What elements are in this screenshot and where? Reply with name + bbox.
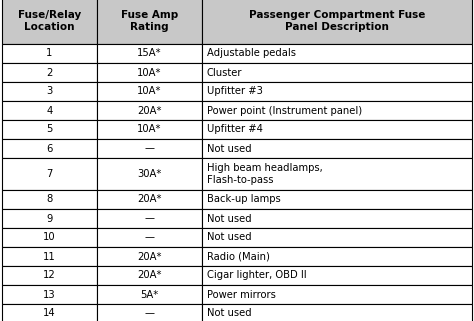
Bar bbox=[97, 228, 202, 247]
Bar bbox=[202, 139, 472, 158]
Bar bbox=[202, 0, 472, 44]
Bar bbox=[97, 304, 202, 321]
Text: Upfitter #4: Upfitter #4 bbox=[207, 125, 263, 134]
Bar bbox=[97, 101, 202, 120]
Bar bbox=[2, 82, 97, 101]
Bar bbox=[2, 190, 97, 209]
Text: Power mirrors: Power mirrors bbox=[207, 290, 276, 299]
Text: 10A*: 10A* bbox=[137, 125, 162, 134]
Text: —: — bbox=[145, 232, 155, 242]
Bar bbox=[2, 139, 97, 158]
Text: 10A*: 10A* bbox=[137, 86, 162, 97]
Bar bbox=[202, 247, 472, 266]
Text: 20A*: 20A* bbox=[137, 106, 162, 116]
Text: 7: 7 bbox=[46, 169, 53, 179]
Bar bbox=[2, 158, 97, 190]
Text: —: — bbox=[145, 308, 155, 318]
Bar bbox=[2, 101, 97, 120]
Text: 3: 3 bbox=[46, 86, 53, 97]
Text: 9: 9 bbox=[46, 213, 53, 223]
Bar bbox=[202, 228, 472, 247]
Bar bbox=[202, 82, 472, 101]
Bar bbox=[2, 0, 97, 44]
Text: 20A*: 20A* bbox=[137, 195, 162, 204]
Text: 30A*: 30A* bbox=[137, 169, 162, 179]
Bar bbox=[202, 101, 472, 120]
Bar bbox=[97, 44, 202, 63]
Text: 10: 10 bbox=[43, 232, 56, 242]
Text: 20A*: 20A* bbox=[137, 271, 162, 281]
Text: Not used: Not used bbox=[207, 232, 252, 242]
Bar bbox=[202, 209, 472, 228]
Bar bbox=[2, 247, 97, 266]
Bar bbox=[2, 285, 97, 304]
Bar bbox=[97, 63, 202, 82]
Bar bbox=[202, 266, 472, 285]
Text: 10A*: 10A* bbox=[137, 67, 162, 77]
Text: 8: 8 bbox=[46, 195, 53, 204]
Text: Adjustable pedals: Adjustable pedals bbox=[207, 48, 296, 58]
Bar bbox=[97, 0, 202, 44]
Bar bbox=[202, 285, 472, 304]
Bar bbox=[97, 82, 202, 101]
Text: Power point (Instrument panel): Power point (Instrument panel) bbox=[207, 106, 362, 116]
Bar bbox=[97, 247, 202, 266]
Text: High beam headlamps,
Flash-to-pass: High beam headlamps, Flash-to-pass bbox=[207, 163, 323, 185]
Text: 2: 2 bbox=[46, 67, 53, 77]
Bar bbox=[97, 285, 202, 304]
Bar bbox=[202, 120, 472, 139]
Text: Not used: Not used bbox=[207, 213, 252, 223]
Bar bbox=[97, 266, 202, 285]
Text: Cluster: Cluster bbox=[207, 67, 243, 77]
Text: 4: 4 bbox=[46, 106, 53, 116]
Text: Not used: Not used bbox=[207, 308, 252, 318]
Bar bbox=[202, 304, 472, 321]
Bar bbox=[202, 44, 472, 63]
Bar bbox=[2, 304, 97, 321]
Text: —: — bbox=[145, 213, 155, 223]
Text: 13: 13 bbox=[43, 290, 56, 299]
Bar bbox=[97, 209, 202, 228]
Text: 6: 6 bbox=[46, 143, 53, 153]
Text: —: — bbox=[145, 143, 155, 153]
Text: 14: 14 bbox=[43, 308, 56, 318]
Text: Back-up lamps: Back-up lamps bbox=[207, 195, 281, 204]
Bar bbox=[2, 120, 97, 139]
Bar bbox=[202, 158, 472, 190]
Bar bbox=[97, 120, 202, 139]
Bar bbox=[2, 228, 97, 247]
Text: Fuse Amp
Rating: Fuse Amp Rating bbox=[121, 10, 178, 32]
Text: 20A*: 20A* bbox=[137, 251, 162, 262]
Text: 5: 5 bbox=[46, 125, 53, 134]
Text: 15A*: 15A* bbox=[137, 48, 162, 58]
Text: 5A*: 5A* bbox=[140, 290, 159, 299]
Text: Fuse/Relay
Location: Fuse/Relay Location bbox=[18, 10, 81, 32]
Bar bbox=[202, 63, 472, 82]
Bar bbox=[2, 266, 97, 285]
Bar bbox=[2, 63, 97, 82]
Text: 12: 12 bbox=[43, 271, 56, 281]
Text: 11: 11 bbox=[43, 251, 56, 262]
Text: Not used: Not used bbox=[207, 143, 252, 153]
Bar bbox=[97, 158, 202, 190]
Bar bbox=[202, 190, 472, 209]
Text: Passenger Compartment Fuse
Panel Description: Passenger Compartment Fuse Panel Descrip… bbox=[249, 10, 425, 32]
Bar bbox=[2, 209, 97, 228]
Bar bbox=[97, 190, 202, 209]
Text: Upfitter #3: Upfitter #3 bbox=[207, 86, 263, 97]
Bar bbox=[97, 139, 202, 158]
Bar bbox=[2, 44, 97, 63]
Text: Cigar lighter, OBD II: Cigar lighter, OBD II bbox=[207, 271, 307, 281]
Text: Radio (Main): Radio (Main) bbox=[207, 251, 270, 262]
Text: 1: 1 bbox=[46, 48, 53, 58]
